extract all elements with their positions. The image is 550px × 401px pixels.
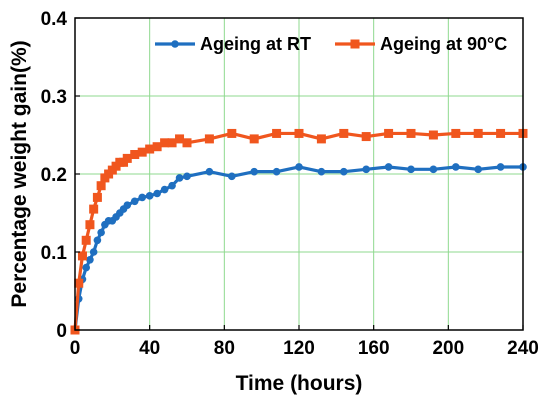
data-point	[294, 128, 304, 138]
data-point	[82, 263, 90, 272]
data-point	[96, 181, 106, 191]
x-tick-label: 160	[358, 338, 390, 359]
data-point	[92, 192, 102, 202]
legend-entry-2: Ageing at 90°C	[335, 34, 507, 54]
data-point	[130, 197, 139, 206]
series-layer	[70, 128, 528, 335]
data-point	[137, 147, 147, 157]
data-point	[272, 167, 281, 176]
data-point	[317, 167, 326, 176]
ticks: 0 40 80 120 160 200 240 0 0.1 0.2 0.3 0.4	[41, 9, 539, 359]
data-point	[175, 174, 184, 182]
x-tick-label: 80	[214, 338, 235, 359]
data-point	[81, 235, 91, 245]
x-tick-label: 240	[507, 338, 539, 359]
data-point	[160, 138, 170, 148]
y-tick-label: 0.1	[41, 243, 68, 264]
data-point	[130, 150, 140, 159]
data-point	[175, 134, 185, 144]
y-tick-label: 0.2	[41, 165, 67, 186]
legend-marker	[350, 39, 360, 49]
data-point	[295, 163, 303, 171]
data-point	[227, 128, 237, 138]
legend-marker	[171, 40, 179, 48]
data-point	[384, 128, 394, 138]
series-2	[70, 128, 528, 335]
x-tick-label: 200	[432, 338, 464, 359]
data-point	[77, 251, 87, 261]
data-point	[496, 163, 505, 171]
legend-entry-1: Ageing at RT	[155, 34, 311, 54]
data-point	[339, 128, 349, 138]
legend-label: Ageing at 90°C	[380, 34, 507, 54]
data-point	[182, 138, 192, 148]
data-point	[384, 163, 393, 171]
y-tick-label: 0	[56, 321, 67, 342]
data-point	[93, 236, 102, 245]
data-point	[474, 165, 483, 174]
data-point	[496, 128, 506, 138]
data-point	[316, 134, 326, 144]
data-point	[428, 130, 438, 140]
y-axis-title: Percentage weight gain(%)	[8, 40, 31, 307]
data-point	[272, 128, 282, 138]
grid	[75, 18, 523, 330]
data-point	[361, 132, 371, 142]
legend-label: Ageing at RT	[200, 34, 311, 54]
data-point	[86, 255, 94, 264]
data-point	[340, 167, 348, 176]
x-tick-label: 120	[283, 338, 315, 359]
data-point	[89, 248, 98, 256]
data-point	[152, 142, 162, 152]
x-axis-title: Time (hours)	[236, 372, 363, 395]
data-point	[123, 201, 132, 209]
data-point	[74, 278, 84, 288]
legend: Ageing at RT Ageing at 90°C	[155, 34, 507, 54]
data-point	[145, 192, 154, 200]
data-point	[160, 185, 169, 194]
data-point	[145, 144, 155, 154]
data-point	[97, 228, 105, 237]
data-point	[452, 163, 460, 171]
y-tick-label: 0.4	[41, 9, 68, 30]
x-tick-label: 40	[139, 338, 160, 359]
data-point	[429, 165, 438, 174]
data-point	[205, 167, 214, 176]
data-point	[451, 128, 461, 138]
y-tick-label: 0.3	[41, 87, 67, 108]
data-point	[167, 138, 177, 148]
data-point	[406, 128, 416, 138]
data-point	[204, 134, 214, 144]
data-point	[228, 172, 236, 181]
data-point	[362, 165, 371, 174]
data-point	[122, 153, 132, 163]
data-point	[138, 193, 146, 202]
data-point	[407, 165, 415, 174]
data-point	[250, 167, 258, 176]
x-tick-label: 0	[70, 338, 81, 359]
data-point	[153, 189, 161, 198]
data-point	[89, 204, 99, 214]
data-point	[249, 134, 259, 144]
data-point	[168, 181, 176, 190]
data-point	[473, 128, 483, 138]
data-point	[183, 172, 191, 181]
data-point	[85, 220, 95, 230]
